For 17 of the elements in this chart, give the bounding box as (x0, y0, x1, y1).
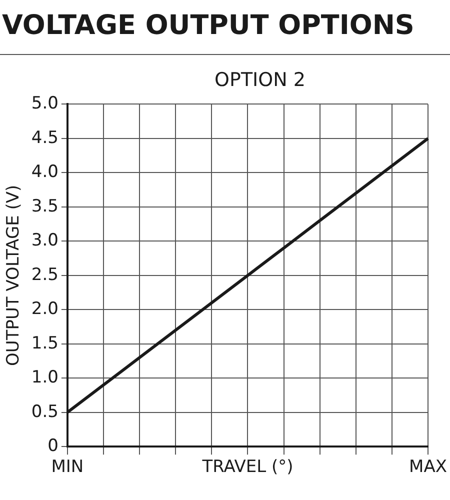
x-tick-label: TRAVEL (°) (201, 457, 294, 478)
x-tick-label: MAX (409, 457, 448, 478)
y-tick-label: 3.5 (31, 196, 58, 216)
y-tick-label: 5.0 (31, 94, 58, 114)
chart-subtitle: OPTION 2 (214, 69, 306, 91)
chart-title: VOLTAGE OUTPUT OPTIONS (0, 0, 450, 55)
y-axis-title: OUTPUT VOLTAGE (V) (4, 184, 24, 366)
x-tick-label: MIN (51, 457, 84, 478)
y-tick-label: 3.0 (31, 230, 58, 251)
y-tick-label: 1.0 (31, 368, 58, 388)
y-tick-label: 2.5 (31, 264, 58, 285)
y-tick-label: 2.0 (31, 299, 58, 320)
y-tick-label: 0 (48, 436, 58, 456)
y-tick-label: 1.5 (31, 333, 58, 354)
y-tick-label: 4.5 (31, 128, 58, 148)
y-tick-label: 0.5 (31, 402, 58, 422)
y-tick-label: 4.0 (31, 162, 58, 182)
